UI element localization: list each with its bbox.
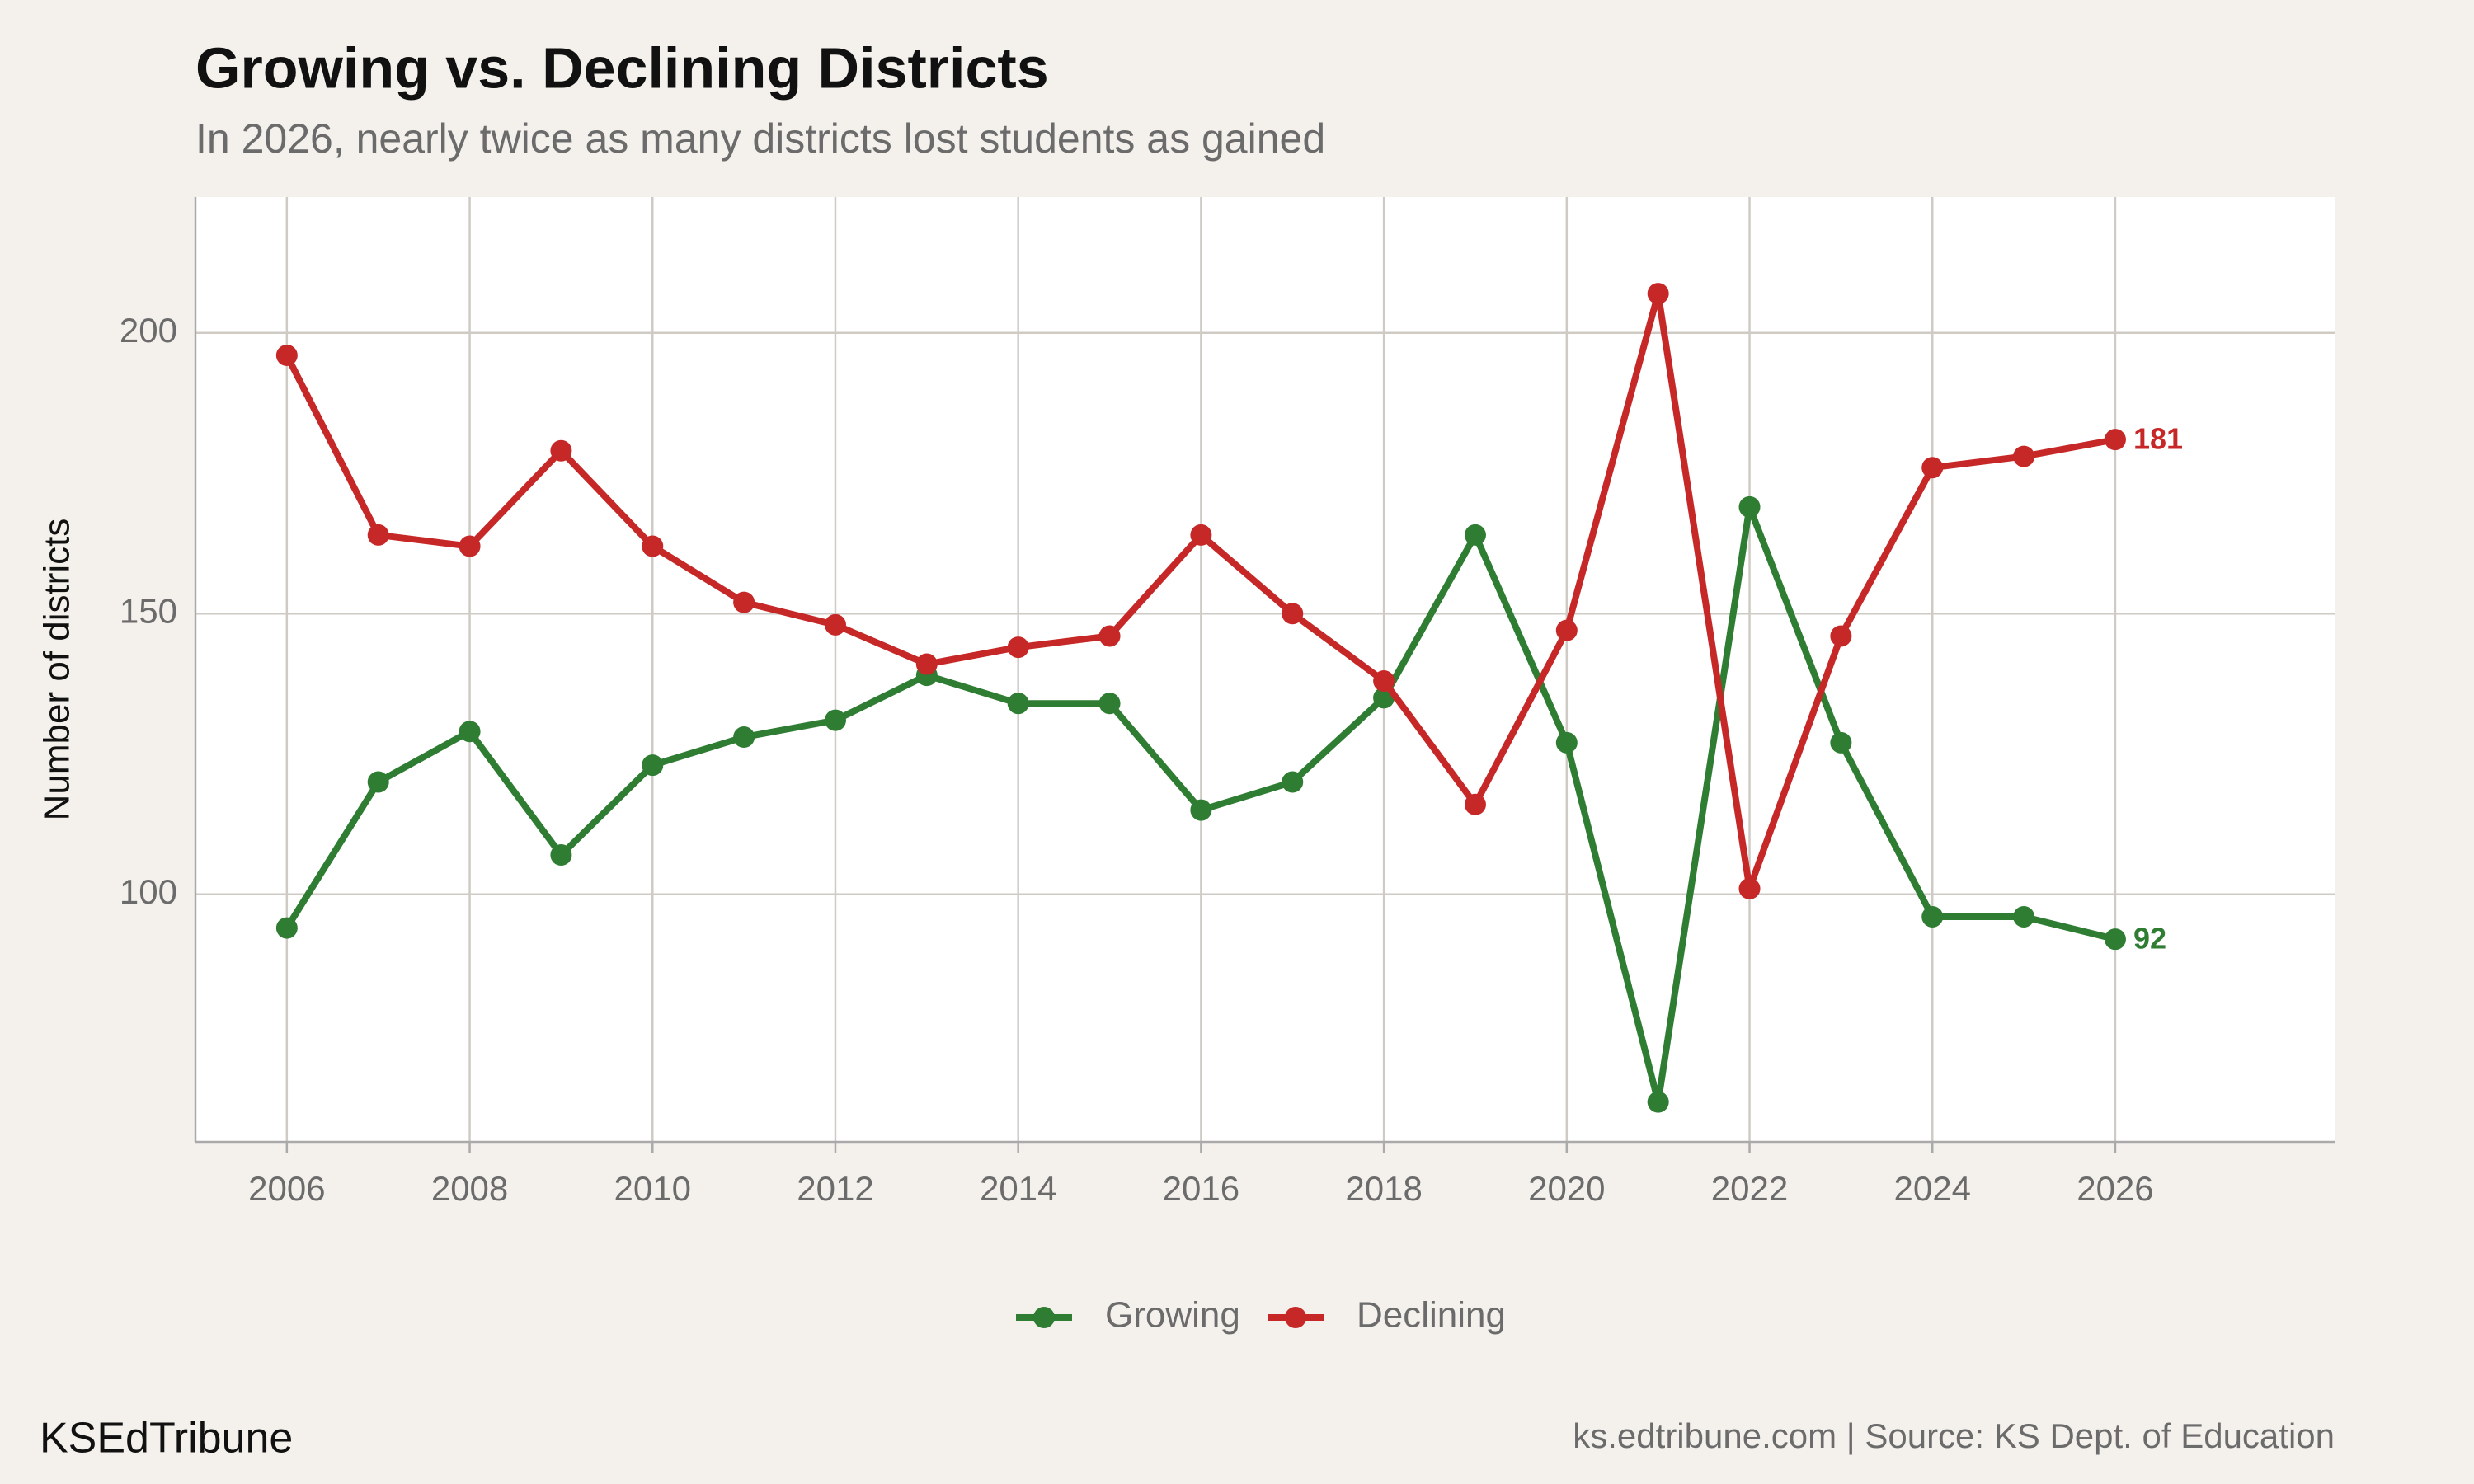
- legend-label: Declining: [1357, 1295, 1506, 1336]
- x-tick-label: 2022: [1711, 1169, 1788, 1208]
- point: [1464, 524, 1486, 546]
- x-tick-label: 2008: [431, 1169, 508, 1208]
- point: [1738, 877, 1761, 899]
- point: [1555, 731, 1578, 754]
- point: [1098, 693, 1121, 715]
- end-label: 92: [2133, 922, 2166, 956]
- point: [2104, 928, 2126, 951]
- point: [1738, 495, 1761, 518]
- x-tick-label: 2024: [1894, 1169, 1971, 1208]
- point: [1464, 793, 1486, 815]
- plot-panel: [195, 197, 2335, 1142]
- point: [1830, 625, 1852, 647]
- chart-title: Growing vs. Declining Districts: [195, 35, 1049, 100]
- point: [824, 709, 846, 731]
- point: [1282, 603, 1304, 625]
- y-tick-label: 200: [120, 311, 177, 350]
- point: [1647, 1091, 1669, 1113]
- point: [367, 524, 389, 546]
- point: [459, 721, 481, 743]
- point: [642, 754, 664, 777]
- y-tick-label: 100: [120, 872, 177, 911]
- point: [2013, 445, 2035, 467]
- point: [2013, 905, 2035, 928]
- x-tick-label: 2014: [980, 1169, 1056, 1208]
- y-axis-label: Number of districts: [37, 519, 78, 821]
- x-tick-label: 2020: [1528, 1169, 1605, 1208]
- point: [550, 439, 572, 462]
- point: [550, 844, 572, 866]
- x-tick-label: 2010: [614, 1169, 691, 1208]
- caption: ks.edtribune.com | Source: KS Dept. of E…: [1573, 1416, 2335, 1455]
- point: [733, 591, 755, 613]
- legend-key: [1033, 1307, 1055, 1328]
- point: [824, 613, 846, 636]
- y-tick-label: 150: [120, 591, 177, 630]
- point: [459, 535, 481, 557]
- point: [1282, 771, 1304, 793]
- legend-label: Growing: [1105, 1295, 1240, 1336]
- point: [275, 345, 298, 367]
- point: [733, 726, 755, 749]
- point: [1007, 636, 1029, 659]
- point: [1190, 799, 1212, 821]
- x-tick-label: 2016: [1163, 1169, 1239, 1208]
- legend-key: [1285, 1307, 1306, 1328]
- x-tick-label: 2026: [2077, 1169, 2153, 1208]
- point: [642, 535, 664, 557]
- point: [915, 653, 938, 675]
- x-tick-label: 2012: [797, 1169, 873, 1208]
- point: [1830, 731, 1852, 754]
- point: [1373, 669, 1395, 692]
- point: [2104, 429, 2126, 451]
- x-tick-label: 2006: [248, 1169, 325, 1208]
- brand: KSEdTribune: [40, 1415, 293, 1463]
- end-label: 181: [2133, 422, 2183, 456]
- point: [1555, 619, 1578, 641]
- point: [275, 917, 298, 939]
- point: [1647, 283, 1669, 305]
- point: [367, 771, 389, 793]
- point: [1921, 905, 1944, 928]
- x-tick-label: 2018: [1345, 1169, 1422, 1208]
- point: [1098, 625, 1121, 647]
- point: [1007, 693, 1029, 715]
- point: [1921, 457, 1944, 479]
- point: [1190, 524, 1212, 546]
- chart-subtitle: In 2026, nearly twice as many districts …: [195, 115, 1325, 162]
